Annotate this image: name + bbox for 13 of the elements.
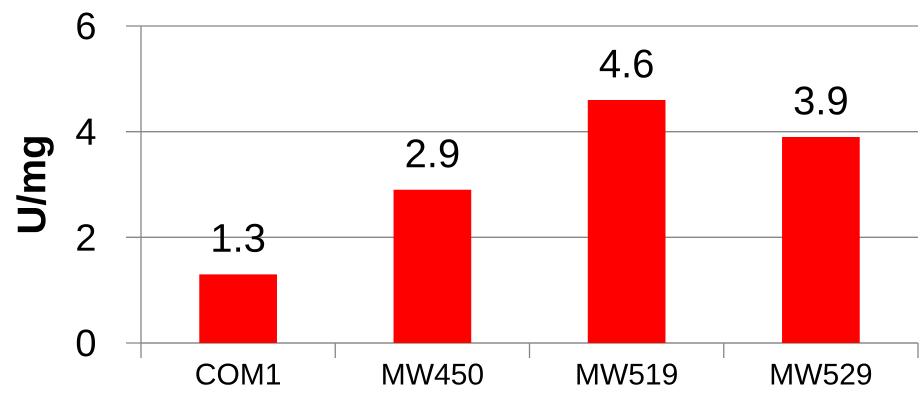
y-tick-label: 2 [77, 224, 95, 251]
y-tick-label: 6 [77, 12, 95, 40]
x-tick-label: MW519 [577, 364, 677, 385]
y-tick-label: 0 [76, 330, 95, 356]
data-label: 3.9 [794, 86, 847, 115]
y-tick-label: 4 [76, 118, 96, 145]
y-axis-title: U/mg [16, 137, 54, 232]
data-label: 2.9 [406, 139, 458, 168]
x-tick-label: COM1 [196, 364, 280, 385]
x-tick-label: MW450 [383, 364, 483, 385]
data-label: 4.6 [600, 49, 653, 78]
x-tick-label: MW529 [772, 364, 872, 385]
data-label: 1.3 [213, 224, 264, 252]
